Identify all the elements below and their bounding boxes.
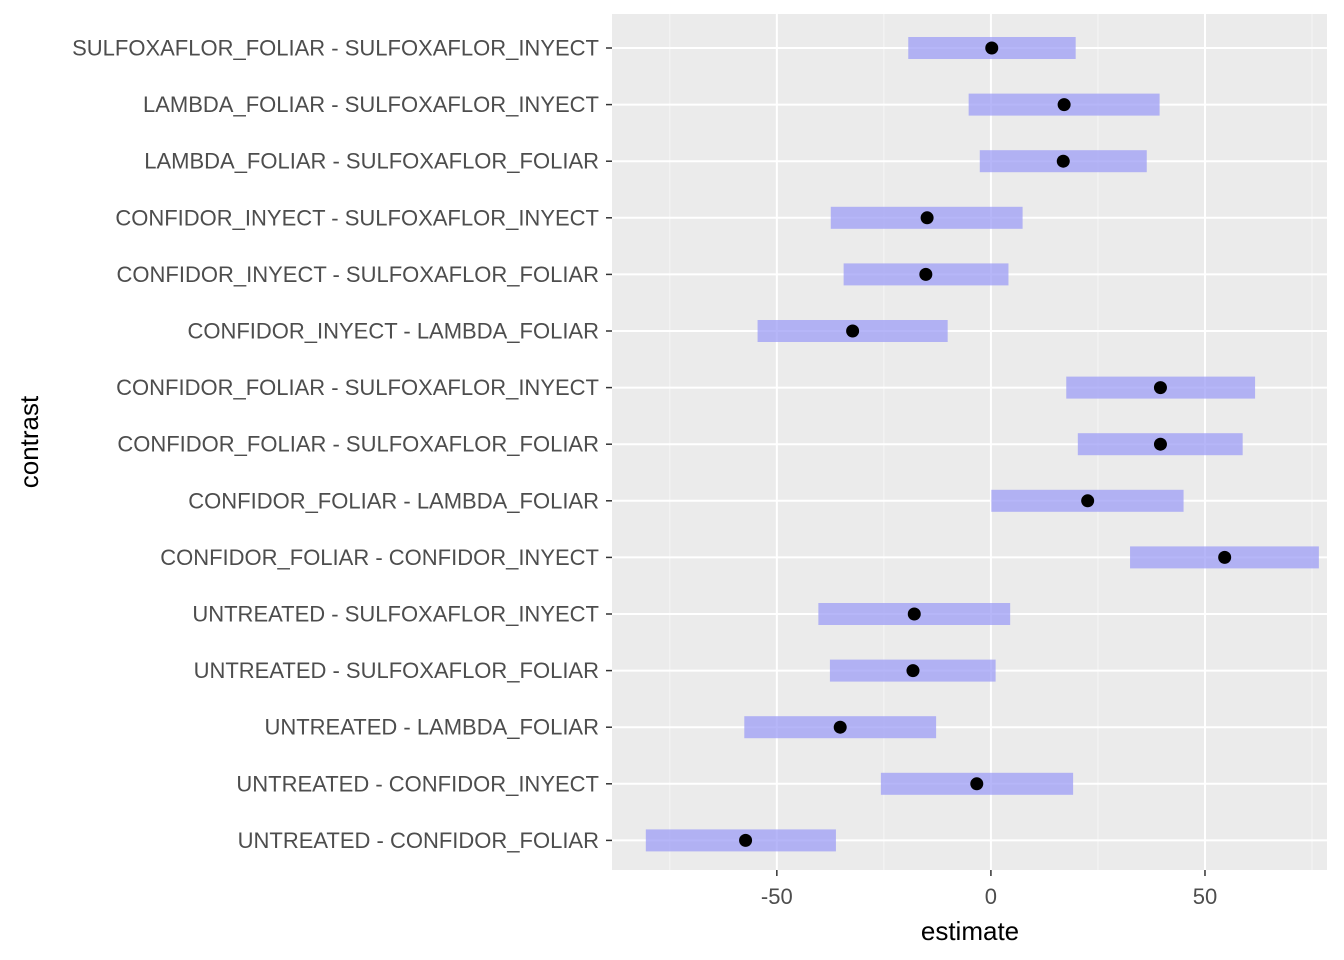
- y-tick-label: UNTREATED - SULFOXAFLOR_FOLIAR: [194, 658, 599, 683]
- estimate-point: [920, 211, 934, 225]
- estimate-point: [970, 777, 984, 791]
- estimate-point: [1153, 381, 1167, 395]
- y-tick-label: CONFIDOR_FOLIAR - SULFOXAFLOR_FOLIAR: [117, 432, 599, 457]
- estimate-point: [739, 833, 753, 847]
- estimate-point: [985, 41, 999, 55]
- y-tick-label: CONFIDOR_FOLIAR - SULFOXAFLOR_INYECT: [116, 375, 599, 400]
- x-tick-label: 0: [985, 884, 997, 909]
- estimate-point: [833, 720, 847, 734]
- x-axis-title: estimate: [921, 916, 1019, 946]
- y-tick-label: UNTREATED - LAMBDA_FOLIAR: [264, 715, 599, 740]
- y-tick-label: LAMBDA_FOLIAR - SULFOXAFLOR_INYECT: [143, 92, 599, 117]
- estimate-point: [1218, 550, 1232, 564]
- y-tick-label: CONFIDOR_INYECT - LAMBDA_FOLIAR: [187, 319, 599, 344]
- y-tick-label: UNTREATED - CONFIDOR_FOLIAR: [238, 828, 599, 853]
- x-tick-label: -50: [761, 884, 793, 909]
- y-tick-label: CONFIDOR_INYECT - SULFOXAFLOR_INYECT: [115, 205, 599, 230]
- estimate-point: [1056, 154, 1070, 168]
- y-tick-label: SULFOXAFLOR_FOLIAR - SULFOXAFLOR_INYECT: [72, 36, 599, 61]
- estimate-point: [907, 607, 921, 621]
- y-tick-label: UNTREATED - SULFOXAFLOR_INYECT: [192, 602, 599, 627]
- estimate-point: [1081, 494, 1095, 508]
- x-axis: -50 0 50: [761, 870, 1217, 909]
- y-tick-label: UNTREATED - CONFIDOR_INYECT: [236, 771, 599, 796]
- estimate-points: [739, 41, 1232, 847]
- y-tick-label: CONFIDOR_FOLIAR - LAMBDA_FOLIAR: [188, 488, 599, 513]
- y-tick-label: CONFIDOR_INYECT - SULFOXAFLOR_FOLIAR: [117, 262, 599, 287]
- estimate-point: [919, 267, 933, 281]
- y-tick-label: LAMBDA_FOLIAR - SULFOXAFLOR_FOLIAR: [144, 149, 599, 174]
- x-tick-label: 50: [1193, 884, 1217, 909]
- y-tick-label: CONFIDOR_FOLIAR - CONFIDOR_INYECT: [160, 545, 599, 570]
- estimate-point: [1057, 98, 1071, 112]
- estimate-point: [846, 324, 860, 338]
- estimate-point: [1153, 437, 1167, 451]
- estimate-point: [906, 664, 920, 678]
- y-axis: SULFOXAFLOR_FOLIAR - SULFOXAFLOR_INYECT L…: [72, 36, 612, 853]
- y-axis-title: contrast: [14, 395, 44, 488]
